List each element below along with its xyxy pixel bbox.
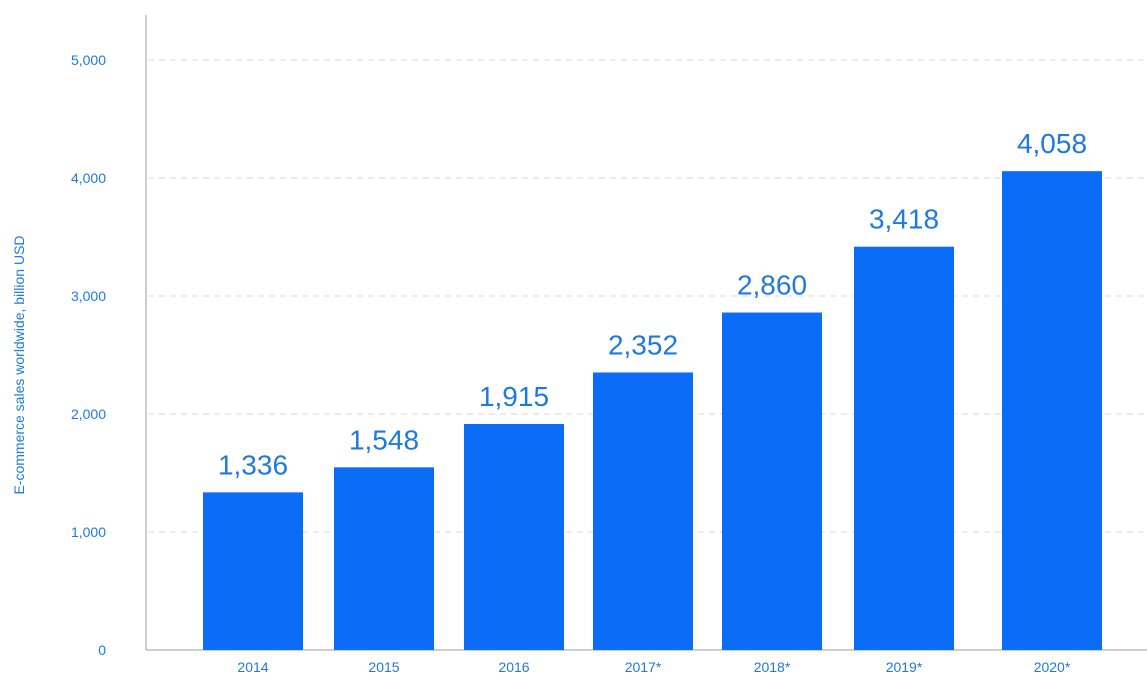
y-tick-labels: 0 1,000 2,000 3,000 4,000 5,000 [71,52,106,658]
data-label: 3,418 [869,204,939,235]
bars [203,171,1102,650]
data-label: 1,548 [349,424,419,455]
data-labels: 1,336 1,548 1,915 2,352 2,860 3,418 4,058 [218,128,1087,480]
x-tick-label: 2015 [368,659,399,675]
data-label: 2,860 [737,270,807,301]
y-tick-label: 5,000 [71,52,106,68]
x-tick-label: 2019* [886,659,923,675]
bar-2020-projected [1002,171,1102,650]
data-label: 1,915 [479,381,549,412]
gridlines [148,59,1145,533]
x-tick-label: 2016 [498,659,529,675]
y-tick-label: 4,000 [71,170,106,186]
y-tick-label: 1,000 [71,524,106,540]
bar-2014 [203,492,303,650]
data-label: 1,336 [218,449,288,480]
bar-2017-projected [593,372,693,650]
bar-2016 [464,424,564,650]
y-tick-label: 0 [98,642,106,658]
x-tick-label: 2017* [625,659,662,675]
data-label: 4,058 [1017,128,1087,159]
y-axis-title: E-commerce sales worldwide, billion USD [11,235,27,494]
bar-2015 [334,467,434,650]
bar-2018-projected [722,312,822,650]
x-tick-label: 2014 [237,659,268,675]
x-tick-labels: 2014 2015 2016 2017* 2018* 2019* 2020* [237,659,1070,675]
data-label: 2,352 [608,329,678,360]
y-tick-label: 3,000 [71,288,106,304]
x-tick-label: 2020* [1034,659,1071,675]
y-tick-label: 2,000 [71,406,106,422]
bar-2019-projected [854,246,954,650]
x-tick-label: 2018* [754,659,791,675]
